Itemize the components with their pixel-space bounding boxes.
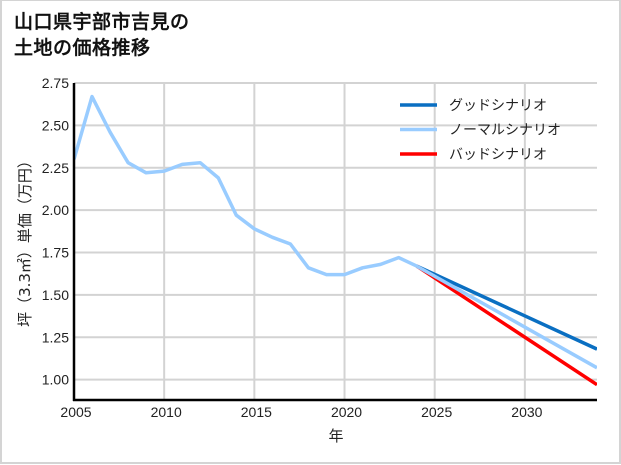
y-tick-labels: 1.00 1.25 1.50 1.75 2.00 2.25 2.50 2.75 [42,75,69,388]
x-tick-label: 2010 [151,404,182,420]
legend-item: グッドシナリオ [400,98,547,114]
y-tick-label: 1.50 [42,287,69,303]
legend-label: グッドシナリオ [449,98,547,114]
series-line [415,264,597,351]
y-tick-label: 2.50 [42,117,69,133]
x-tick-label: 2025 [421,404,452,420]
axes [72,83,597,402]
x-tick-label: 2005 [60,404,91,420]
x-tick-label: 2030 [511,404,542,420]
y-tick-label: 2.75 [42,75,69,91]
chart-title-line2: 土地の価格推移 [14,37,151,59]
x-tick-label: 2020 [331,404,362,420]
legend-label: バッドシナリオ [449,147,547,163]
chart-title-line1: 山口県宇部市吉見の [14,11,190,33]
y-axis-label: 坪（3.3㎡）単価（万円） [16,153,34,327]
series-lines [74,94,597,387]
x-tick-label: 2015 [241,404,272,420]
y-tick-label: 1.75 [42,245,69,261]
y-tick-label: 1.25 [42,329,69,345]
x-axis-label: 年 [328,427,343,445]
x-tick-labels: 2005 2010 2015 2020 2025 2030 [60,404,542,420]
legend-item: ノーマルシナリオ [400,123,561,139]
legend-label: ノーマルシナリオ [449,123,561,139]
y-tick-label: 2.00 [42,202,69,218]
grid-lines [74,82,597,400]
series-line [74,94,597,370]
legend-item: バッドシナリオ [400,147,547,163]
series-line [415,264,597,387]
chart-title: 山口県宇部市吉見の 土地の価格推移 [14,9,190,61]
y-tick-label: 2.25 [42,160,69,176]
y-tick-label: 1.00 [42,372,69,388]
